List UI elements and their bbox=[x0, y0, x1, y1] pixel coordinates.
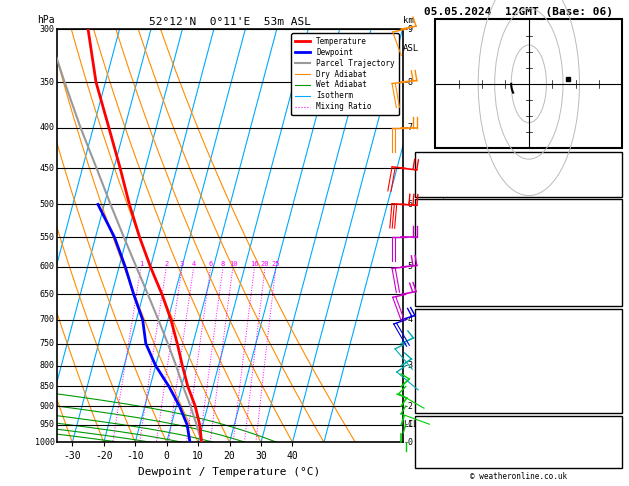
FancyBboxPatch shape bbox=[435, 19, 623, 148]
Text: Lifted Index: Lifted Index bbox=[425, 262, 489, 271]
Text: -1: -1 bbox=[403, 420, 413, 429]
Text: LCL: LCL bbox=[403, 420, 418, 429]
Text: Temp (°C): Temp (°C) bbox=[425, 218, 472, 227]
Legend: Temperature, Dewpoint, Parcel Trajectory, Dry Adiabat, Wet Adiabat, Isotherm, Mi: Temperature, Dewpoint, Parcel Trajectory… bbox=[291, 33, 399, 115]
Text: Lifted Index: Lifted Index bbox=[425, 364, 489, 373]
Text: 800: 800 bbox=[40, 361, 55, 370]
Text: -0: -0 bbox=[403, 438, 413, 447]
Text: 1.79: 1.79 bbox=[592, 183, 614, 192]
Text: 16: 16 bbox=[250, 261, 259, 267]
Text: 13: 13 bbox=[603, 156, 614, 164]
Text: 0: 0 bbox=[608, 381, 614, 389]
Text: θᵉ(K): θᵉ(K) bbox=[425, 247, 451, 257]
Text: θᵉ (K): θᵉ (K) bbox=[425, 347, 457, 356]
Text: 300: 300 bbox=[40, 25, 55, 34]
Text: 750: 750 bbox=[598, 330, 614, 340]
Text: 28: 28 bbox=[603, 456, 614, 465]
FancyBboxPatch shape bbox=[416, 152, 623, 197]
Text: 20: 20 bbox=[261, 261, 269, 267]
Text: StmSpd (kt): StmSpd (kt) bbox=[425, 456, 483, 465]
Text: 750: 750 bbox=[40, 339, 55, 348]
Text: 05.05.2024  12GMT (Base: 06): 05.05.2024 12GMT (Base: 06) bbox=[425, 7, 613, 17]
Text: 0: 0 bbox=[608, 292, 614, 300]
FancyBboxPatch shape bbox=[416, 199, 623, 306]
Text: Pressure (mb): Pressure (mb) bbox=[425, 330, 494, 340]
Text: -7: -7 bbox=[403, 123, 413, 132]
Text: EH: EH bbox=[425, 427, 435, 436]
Text: 7: 7 bbox=[608, 364, 614, 373]
Text: 301: 301 bbox=[598, 247, 614, 257]
Text: km: km bbox=[403, 16, 414, 25]
Text: Most Unstable: Most Unstable bbox=[484, 314, 554, 323]
Text: 1: 1 bbox=[139, 261, 143, 267]
Text: -4: -4 bbox=[403, 315, 413, 324]
Text: 500: 500 bbox=[40, 200, 55, 209]
X-axis label: Dewpoint / Temperature (°C): Dewpoint / Temperature (°C) bbox=[138, 467, 321, 477]
Text: 650: 650 bbox=[40, 290, 55, 299]
Text: CIN (J): CIN (J) bbox=[425, 397, 462, 406]
Text: CAPE (J): CAPE (J) bbox=[425, 277, 467, 286]
Text: ASL: ASL bbox=[403, 44, 420, 52]
Text: Mixing Ratio (g/kg): Mixing Ratio (g/kg) bbox=[440, 188, 448, 283]
Text: 350: 350 bbox=[40, 78, 55, 87]
Text: 0: 0 bbox=[608, 397, 614, 406]
Text: 2: 2 bbox=[164, 261, 169, 267]
Text: 1000: 1000 bbox=[35, 438, 55, 447]
Text: 450: 450 bbox=[40, 164, 55, 173]
Text: Hodograph: Hodograph bbox=[495, 417, 543, 426]
Text: 32: 32 bbox=[603, 169, 614, 178]
Text: SREH: SREH bbox=[425, 436, 446, 446]
Text: -6: -6 bbox=[403, 200, 413, 209]
Text: 20: 20 bbox=[475, 124, 484, 131]
Text: K: K bbox=[425, 156, 430, 164]
Text: 25: 25 bbox=[272, 261, 280, 267]
Text: -9: -9 bbox=[403, 25, 413, 34]
Text: 600: 600 bbox=[40, 262, 55, 272]
Text: PW (cm): PW (cm) bbox=[425, 183, 462, 192]
Text: 400: 400 bbox=[40, 123, 55, 132]
Text: StmDir: StmDir bbox=[425, 446, 457, 455]
Text: 10: 10 bbox=[229, 261, 237, 267]
Text: 304: 304 bbox=[598, 347, 614, 356]
Text: CAPE (J): CAPE (J) bbox=[425, 381, 467, 389]
FancyBboxPatch shape bbox=[416, 416, 623, 468]
Text: 950: 950 bbox=[40, 420, 55, 429]
Text: 11.1: 11.1 bbox=[592, 218, 614, 227]
Title: 52°12'N  0°11'E  53m ASL: 52°12'N 0°11'E 53m ASL bbox=[148, 17, 311, 27]
Text: 700: 700 bbox=[40, 315, 55, 324]
Text: 3: 3 bbox=[180, 261, 184, 267]
Text: -5: -5 bbox=[403, 262, 413, 272]
Text: Totals Totals: Totals Totals bbox=[425, 169, 494, 178]
Text: 900: 900 bbox=[40, 401, 55, 411]
FancyBboxPatch shape bbox=[416, 309, 623, 413]
Text: CIN (J): CIN (J) bbox=[425, 292, 462, 300]
Text: -2: -2 bbox=[403, 401, 413, 411]
Text: -3: -3 bbox=[403, 361, 413, 370]
Text: 266°: 266° bbox=[592, 446, 614, 455]
Text: kt: kt bbox=[440, 24, 450, 34]
Text: 0: 0 bbox=[608, 277, 614, 286]
Text: -8: -8 bbox=[403, 78, 413, 87]
Text: 58: 58 bbox=[603, 427, 614, 436]
Text: 10: 10 bbox=[493, 107, 501, 114]
Text: 8: 8 bbox=[221, 261, 225, 267]
Text: 30: 30 bbox=[456, 144, 465, 150]
Text: Dewp (°C): Dewp (°C) bbox=[425, 233, 472, 242]
Text: Surface: Surface bbox=[500, 204, 538, 212]
Text: 9: 9 bbox=[608, 262, 614, 271]
Text: 850: 850 bbox=[40, 382, 55, 391]
Text: 7.4: 7.4 bbox=[598, 233, 614, 242]
Text: 4: 4 bbox=[192, 261, 196, 267]
Text: 83: 83 bbox=[603, 436, 614, 446]
Text: hPa: hPa bbox=[37, 15, 55, 25]
Text: © weatheronline.co.uk: © weatheronline.co.uk bbox=[470, 472, 567, 481]
Text: 6: 6 bbox=[208, 261, 213, 267]
Text: 550: 550 bbox=[40, 233, 55, 242]
